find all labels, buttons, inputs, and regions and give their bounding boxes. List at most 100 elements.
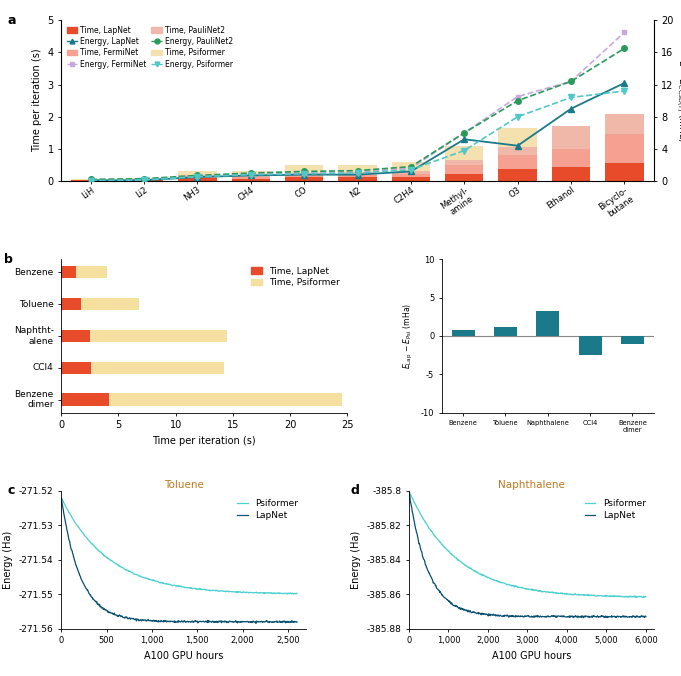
- Bar: [494, 327, 517, 336]
- LapNet: [288, 617, 296, 625]
- Bar: [125, 178, 163, 181]
- Psiformer: [533, 587, 541, 595]
- LapNet: [405, 487, 413, 495]
- Text: a: a: [8, 14, 16, 27]
- LapNet: [599, 613, 607, 621]
- LapNet: [171, 619, 179, 627]
- Bar: [605, 114, 644, 181]
- Psiformer: [642, 593, 650, 601]
- LapNet: [642, 612, 650, 621]
- Psiformer: [636, 592, 644, 600]
- Bar: [579, 336, 602, 355]
- LapNet: [57, 493, 65, 502]
- LapNet: [197, 618, 206, 626]
- LapNet: [252, 619, 260, 627]
- Psiformer: [169, 581, 177, 589]
- Legend: Psiformer, LapNet: Psiformer, LapNet: [581, 496, 649, 523]
- LapNet: [293, 618, 301, 626]
- Legend: Time, LapNet, Energy, LapNet, Time, FermiNet, Energy, FermiNet, Time, PauliNet2,: Time, LapNet, Energy, LapNet, Time, Ferm…: [65, 24, 235, 70]
- Bar: [498, 147, 537, 181]
- Bar: [61, 393, 342, 406]
- Bar: [285, 165, 323, 181]
- Bar: [178, 178, 217, 181]
- Bar: [61, 266, 107, 279]
- Bar: [232, 178, 270, 181]
- Bar: [605, 135, 644, 181]
- Line: LapNet: LapNet: [409, 491, 646, 618]
- Bar: [498, 169, 537, 181]
- Psiformer: [185, 584, 193, 592]
- Bar: [552, 166, 590, 181]
- Y-axis label: Energy (Ha): Energy (Ha): [3, 531, 14, 589]
- Bar: [61, 266, 76, 279]
- Bar: [61, 362, 91, 374]
- Bar: [445, 165, 484, 181]
- Bar: [392, 171, 430, 181]
- Psiformer: [639, 594, 647, 602]
- Bar: [285, 177, 323, 181]
- Bar: [72, 179, 110, 181]
- Bar: [72, 180, 110, 181]
- LapNet: [519, 612, 527, 621]
- Line: LapNet: LapNet: [61, 498, 297, 623]
- Bar: [285, 174, 323, 181]
- Bar: [445, 160, 484, 181]
- Bar: [605, 164, 644, 181]
- X-axis label: A100 GPU hours: A100 GPU hours: [492, 651, 571, 661]
- Psiformer: [519, 584, 527, 592]
- Bar: [392, 177, 430, 181]
- Bar: [285, 173, 323, 181]
- LapNet: [185, 617, 193, 625]
- Bar: [72, 180, 110, 181]
- Bar: [178, 175, 217, 181]
- Bar: [338, 174, 377, 181]
- Bar: [552, 128, 590, 181]
- Bar: [445, 174, 484, 181]
- Bar: [125, 179, 163, 181]
- Bar: [536, 312, 560, 336]
- Psiformer: [405, 487, 413, 495]
- X-axis label: A100 GPU hours: A100 GPU hours: [144, 651, 223, 661]
- Bar: [61, 362, 224, 374]
- Bar: [552, 126, 590, 181]
- Bar: [621, 336, 644, 343]
- Bar: [452, 330, 475, 336]
- Psiformer: [283, 590, 291, 598]
- Bar: [605, 115, 644, 181]
- Bar: [232, 172, 270, 181]
- Bar: [61, 330, 227, 342]
- LapNet: [637, 613, 645, 621]
- Bar: [178, 172, 217, 181]
- LapNet: [580, 614, 588, 622]
- Psiformer: [251, 589, 259, 597]
- Legend: Psiformer, LapNet: Psiformer, LapNet: [234, 496, 302, 523]
- Bar: [445, 146, 484, 181]
- Line: Psiformer: Psiformer: [61, 498, 297, 594]
- Text: c: c: [7, 484, 15, 497]
- Line: Psiformer: Psiformer: [409, 491, 646, 598]
- Bar: [61, 393, 110, 406]
- Psiformer: [197, 585, 206, 594]
- LapNet: [518, 612, 526, 621]
- Bar: [61, 330, 90, 342]
- Y-axis label: Energy (Ha): Energy (Ha): [351, 531, 361, 589]
- Text: d: d: [350, 484, 359, 497]
- Bar: [498, 155, 537, 181]
- Bar: [178, 176, 217, 181]
- Psiformer: [599, 592, 607, 600]
- Psiformer: [171, 581, 179, 589]
- Bar: [392, 174, 430, 181]
- Y-axis label: Time per iteration (s): Time per iteration (s): [32, 49, 42, 153]
- Y-axis label: $E_{\mathrm{Lap}}$ − $E_{\mathrm{Psi}}$ (mHa): $E_{\mathrm{Lap}}$ − $E_{\mathrm{Psi}}$ …: [402, 303, 415, 369]
- Bar: [232, 177, 270, 181]
- Psiformer: [57, 493, 65, 502]
- Y-axis label: E − E$_{\mathrm{CCSD(T)}}$ (mHa): E − E$_{\mathrm{CCSD(T)}}$ (mHa): [674, 59, 681, 143]
- Bar: [61, 298, 139, 310]
- LapNet: [533, 612, 541, 621]
- Bar: [232, 175, 270, 181]
- Title: Toluene: Toluene: [163, 480, 204, 490]
- X-axis label: Time per iteration (s): Time per iteration (s): [153, 436, 256, 445]
- Psiformer: [518, 583, 526, 592]
- Bar: [72, 180, 110, 181]
- Bar: [338, 165, 377, 181]
